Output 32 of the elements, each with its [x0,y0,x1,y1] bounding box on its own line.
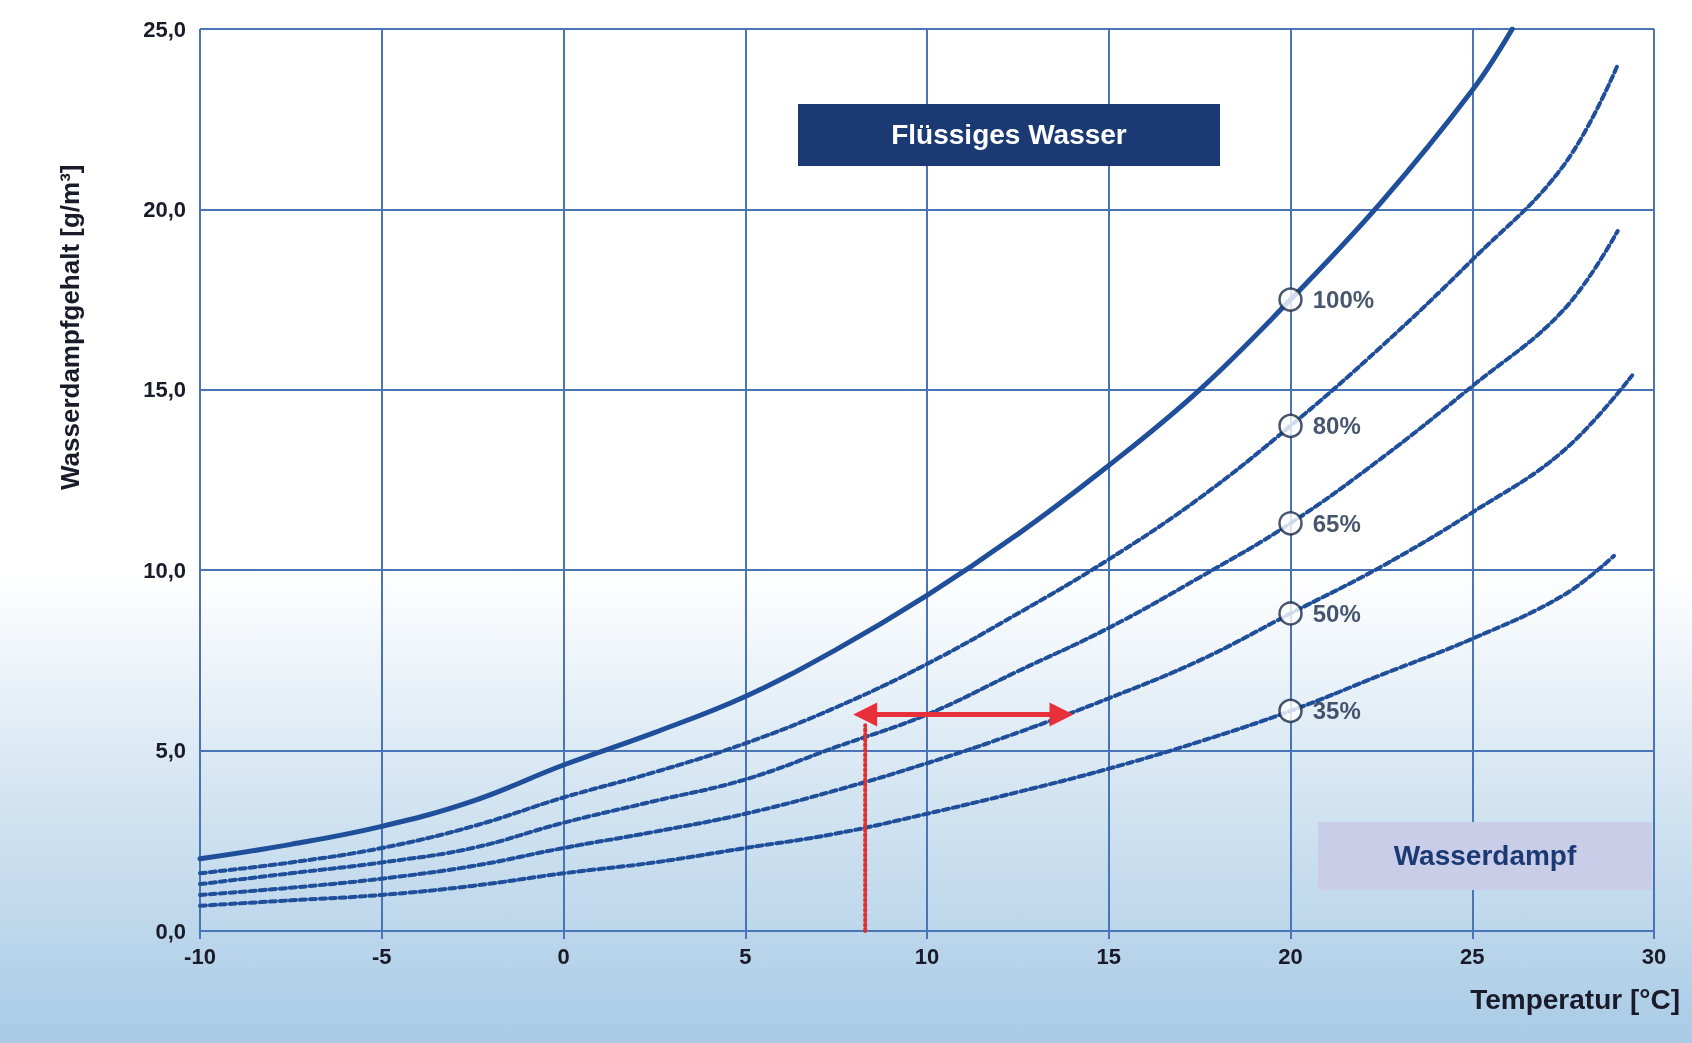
x-tick-label: 0 [557,943,570,969]
x-tick-label: -5 [371,943,392,969]
series-label: 50% [1312,600,1361,627]
x-tick-label: 30 [1641,943,1667,969]
point [1278,601,1303,626]
point [1278,413,1303,439]
line-series [198,373,1635,897]
y-tick-label: 5,0 [155,738,186,764]
x-tick-label: 5 [739,943,752,969]
series-label: 80% [1312,412,1361,440]
x-tick-label: 25 [1460,943,1485,969]
y-tick-label: 10,0 [143,557,186,583]
x-tick-label: 15 [1096,943,1121,969]
line-series [198,229,1620,887]
y-tick-label: 15,0 [143,377,186,403]
label-box: Flüssiges Wasser [798,104,1220,166]
point [1278,511,1303,536]
y-axis-title: Wasserdampfgehalt [g/m³] [55,164,85,490]
series-label: 65% [1312,509,1361,537]
line-series [198,553,1617,908]
point [1278,698,1303,724]
series-label: 35% [1312,697,1361,725]
x-tick-label: 20 [1278,943,1303,969]
y-tick-label: 25,0 [143,16,186,42]
x-tick-label: -10 [184,943,216,969]
x-axis-title: Temperatur [°C] [1470,983,1680,1015]
point [1278,287,1303,312]
x-tick-label: 10 [914,943,940,969]
series-label: 100% [1312,286,1375,314]
y-tick-label: 20,0 [143,196,186,222]
y-tick-label: 0,0 [155,918,186,944]
label-box: Wasserdampf [1318,822,1652,890]
